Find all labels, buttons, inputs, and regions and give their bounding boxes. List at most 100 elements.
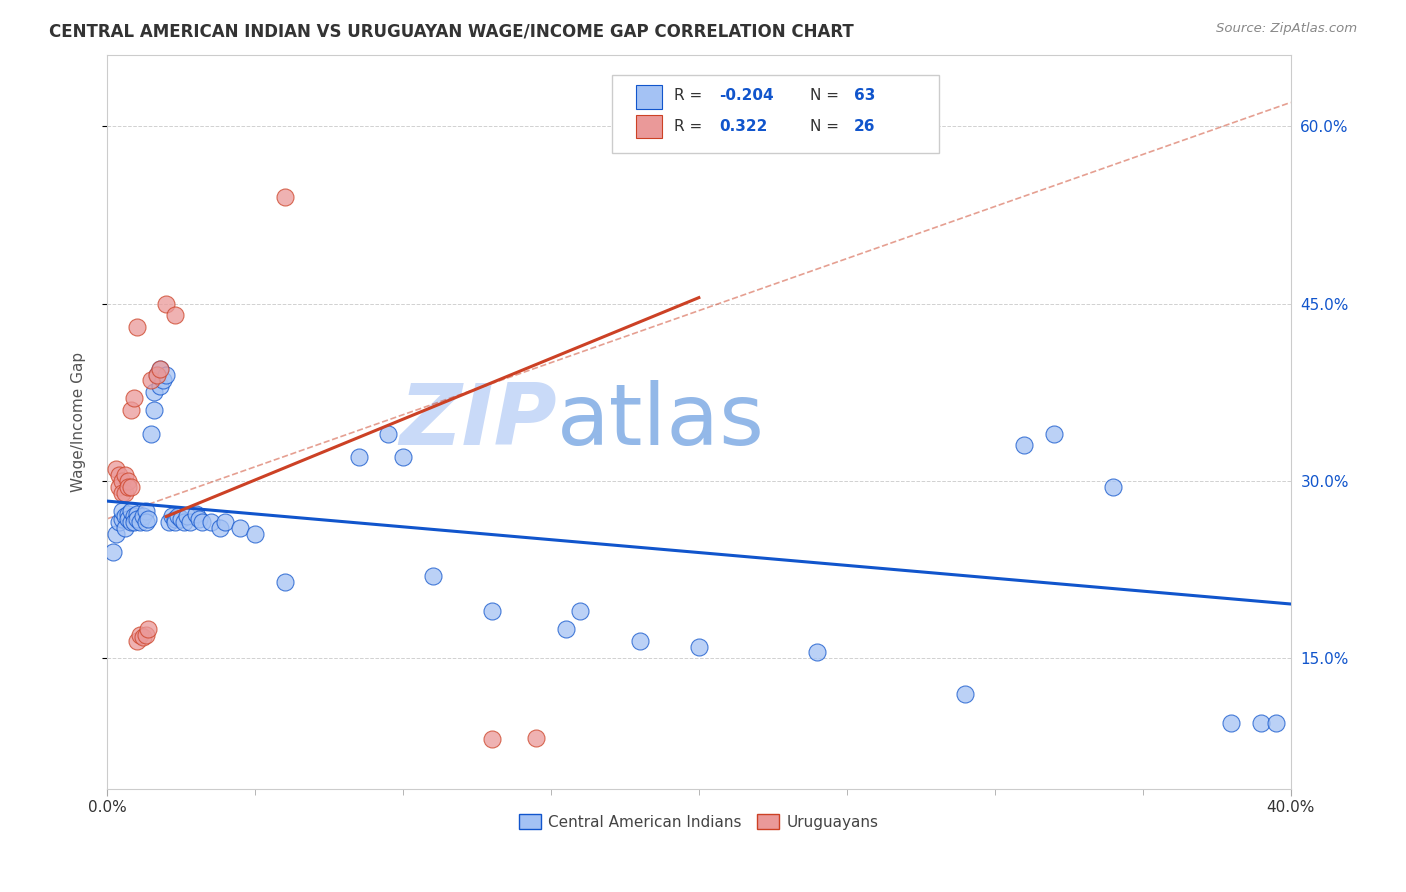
Point [117,480,139,494]
Text: -0.204: -0.204 [718,88,773,103]
Point [128,628,150,642]
Point [628,633,651,648]
Point [165,309,187,323]
Point [128,516,150,530]
Point [1043,426,1066,441]
Bar [636,114,662,138]
Point [347,450,370,465]
Point [392,450,415,465]
Point [114,521,136,535]
Point [179,516,201,530]
Point [111,512,134,526]
Point [149,379,172,393]
Point [155,368,177,382]
Point [481,731,503,746]
Point [101,545,124,559]
Point [135,503,157,517]
Bar [636,86,662,109]
Point [117,507,139,521]
Point [117,474,139,488]
Point [1102,480,1125,494]
Point [200,516,222,530]
Point [208,521,231,535]
Text: N =: N = [810,119,844,134]
Point [135,516,157,530]
Point [125,633,148,648]
Point [524,731,547,745]
Point [108,480,131,494]
Text: 63: 63 [853,88,876,103]
Point [184,507,207,521]
Point [120,516,142,530]
Point [160,509,183,524]
Point [377,426,399,441]
Point [167,509,190,524]
Legend: Central American Indians, Uruguayans: Central American Indians, Uruguayans [513,807,884,836]
Point [125,320,148,334]
Text: atlas: atlas [557,380,765,463]
Point [273,574,295,589]
Point [141,426,163,441]
Point [131,509,153,524]
Point [155,296,177,310]
Point [190,516,212,530]
FancyBboxPatch shape [613,75,939,153]
Point [138,622,160,636]
Point [229,521,252,535]
Text: 0.322: 0.322 [718,119,768,134]
Point [1220,716,1243,731]
Point [688,640,710,654]
Point [1250,716,1272,731]
Point [111,485,134,500]
Point [114,509,136,524]
Point [214,516,236,530]
Y-axis label: Wage/Income Gap: Wage/Income Gap [72,351,86,491]
Point [1014,438,1036,452]
Point [108,468,131,483]
Point [120,403,142,417]
Point [481,604,503,618]
Point [114,468,136,483]
Point [143,385,166,400]
Point [111,503,134,517]
Point [122,509,145,524]
Point [157,516,180,530]
Text: R =: R = [673,88,707,103]
Text: R =: R = [673,119,711,134]
Point [165,512,187,526]
Point [135,628,157,642]
Point [1264,716,1286,731]
Point [111,474,134,488]
Point [146,368,169,382]
Point [165,516,187,530]
Text: N =: N = [810,88,844,103]
Text: CENTRAL AMERICAN INDIAN VS URUGUAYAN WAGE/INCOME GAP CORRELATION CHART: CENTRAL AMERICAN INDIAN VS URUGUAYAN WAG… [49,22,853,40]
Point [176,509,198,524]
Point [187,512,209,526]
Text: 26: 26 [853,119,876,134]
Point [117,512,139,526]
Text: Source: ZipAtlas.com: Source: ZipAtlas.com [1216,22,1357,36]
Point [173,516,195,530]
Point [125,512,148,526]
Point [120,480,142,494]
Point [143,403,166,417]
Point [152,373,174,387]
Point [120,503,142,517]
Point [146,368,169,382]
Point [569,604,592,618]
Text: ZIP: ZIP [399,380,557,463]
Point [141,373,163,387]
Point [806,645,828,659]
Point [170,512,193,526]
Point [125,507,148,521]
Point [122,391,145,405]
Point [108,516,131,530]
Point [131,630,153,644]
Point [149,361,172,376]
Point [273,190,295,204]
Point [114,485,136,500]
Point [243,527,266,541]
Point [554,622,576,636]
Point [953,687,976,701]
